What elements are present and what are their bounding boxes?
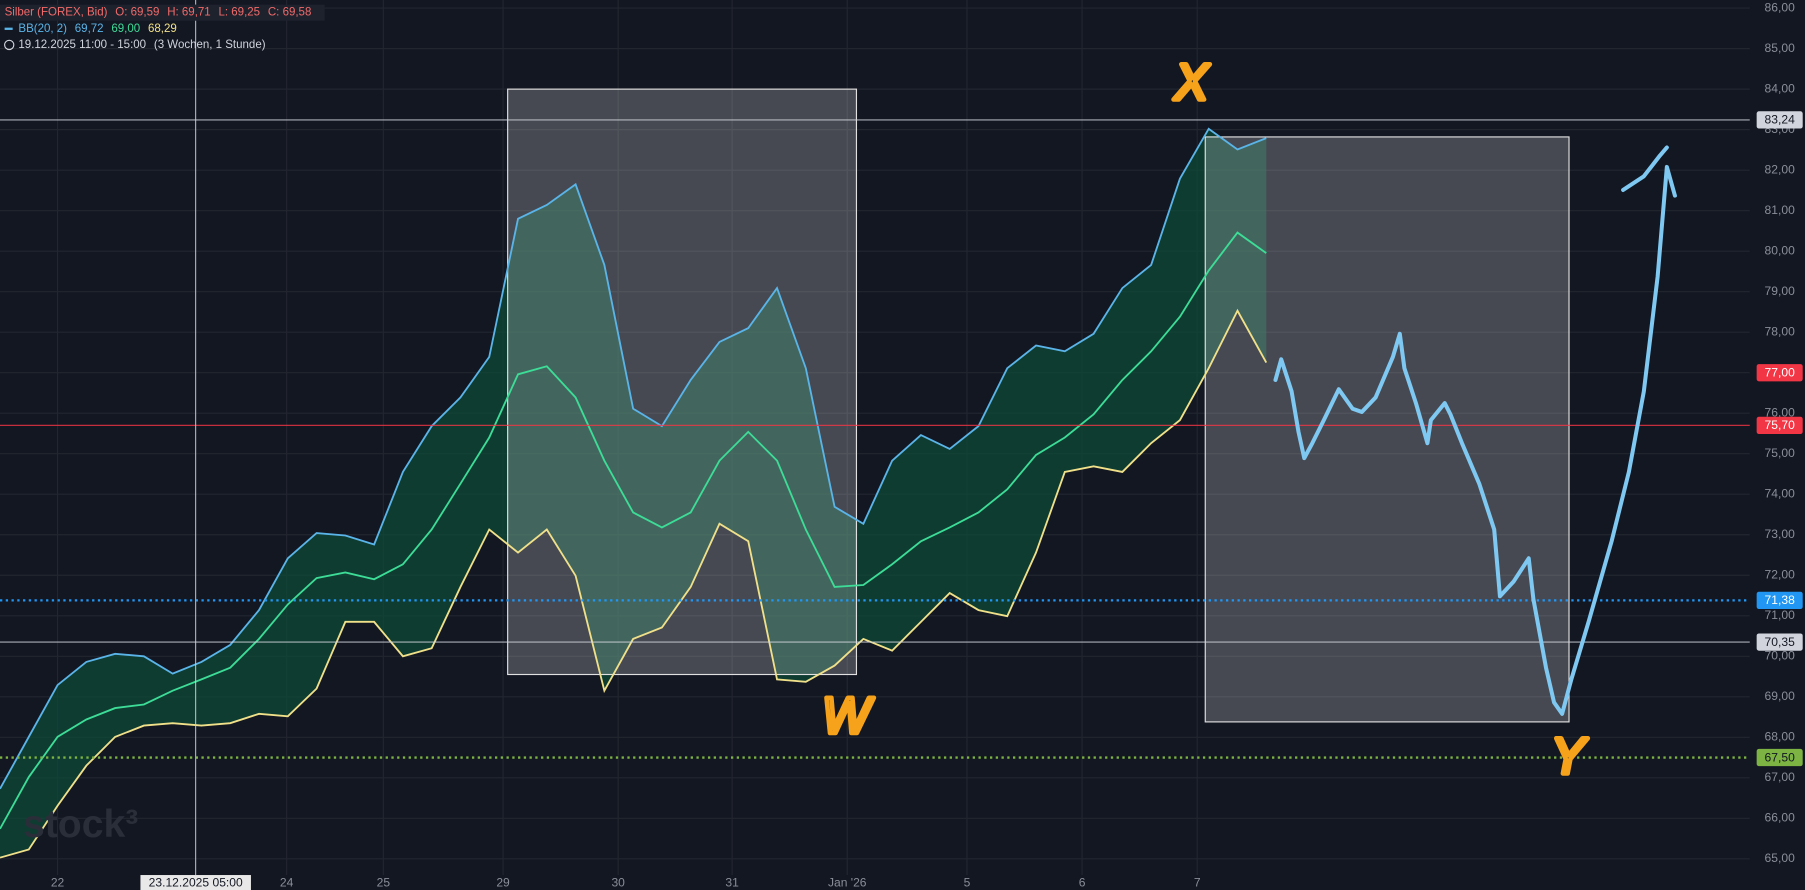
y-tick-label: 67,00 [1765, 770, 1796, 784]
range-note: (3 Wochen, 1 Stunde) [154, 39, 266, 51]
indicator-line: BB(20, 2) 69,72 69,00 68,29 [18, 23, 176, 35]
price-label: 71,38 [1765, 593, 1796, 607]
price-label: 70,35 [1765, 635, 1796, 649]
y-tick-label: 84,00 [1765, 81, 1796, 95]
range-line: 19.12.2025 11:00 - 15:00 (3 Wochen, 1 St… [18, 39, 265, 51]
price-label-box [1756, 364, 1803, 382]
x-tick-label: 25 [377, 875, 391, 889]
range: 19.12.2025 11:00 - 15:00 [18, 39, 146, 51]
wave-label: Y [1551, 727, 1588, 784]
y-tick-label: 65,00 [1765, 851, 1796, 865]
y-tick-label: 75,00 [1765, 446, 1796, 460]
ohlc: H: 69,71 [167, 7, 210, 19]
indicator-label: BB(20, 2) [18, 23, 67, 35]
price-label: 83,24 [1765, 113, 1796, 127]
y-tick-label: 73,00 [1765, 527, 1796, 541]
bollinger-line [0, 231, 1267, 830]
y-tick-label: 74,00 [1765, 486, 1796, 500]
indicator-value: 69,72 [75, 23, 104, 35]
y-tick-label: 86,00 [1765, 0, 1796, 14]
price-label-box [1756, 416, 1803, 434]
bollinger-line [0, 127, 1267, 790]
ohlc: C: 69,58 [268, 7, 311, 19]
y-tick-label: 76,00 [1765, 405, 1796, 419]
indicator-value: 69,00 [111, 23, 140, 35]
price-label: 67,50 [1765, 750, 1796, 764]
wave-label: W [822, 687, 874, 744]
crosshair-label: 23.12.2025 05:00 [149, 875, 243, 889]
price-label-box [1756, 591, 1803, 610]
y-tick-label: 85,00 [1765, 41, 1796, 55]
wave-label: X [1174, 54, 1211, 111]
price-label: 75,70 [1765, 418, 1796, 432]
y-tick-label: 68,00 [1765, 729, 1796, 743]
ohlc: O: 69,59 [115, 7, 159, 19]
x-tick-label: 6 [1079, 875, 1086, 889]
y-tick-label: 82,00 [1765, 162, 1796, 176]
price-label-box [1756, 633, 1803, 651]
x-tick-label: 22 [51, 875, 65, 889]
bollinger-line [0, 308, 1268, 859]
ohlc: L: 69,25 [219, 7, 261, 19]
crosshair-label-box [140, 875, 251, 890]
instrument: Silber (FOREX, Bid) [5, 7, 108, 19]
y-tick-label: 78,00 [1765, 324, 1796, 338]
watermark: stock³ [23, 803, 138, 846]
x-tick-label: 24 [280, 875, 294, 889]
y-tick-label: 79,00 [1765, 284, 1796, 298]
y-tick-label: 81,00 [1765, 203, 1796, 217]
x-tick-label: 30 [611, 875, 625, 889]
header-bg [0, 4, 325, 21]
x-tick-label: 7 [1194, 875, 1201, 889]
range-box [507, 88, 858, 676]
indicator-value: 68,29 [148, 23, 177, 35]
y-tick-label: 71,00 [1765, 608, 1796, 622]
x-tick-label: 31 [725, 875, 739, 889]
price-label-box [1756, 111, 1803, 129]
x-tick-label: 5 [964, 875, 971, 889]
y-tick-label: 70,00 [1765, 648, 1796, 662]
price-label: 77,00 [1765, 365, 1796, 379]
clock-icon [4, 39, 15, 51]
y-tick-label: 69,00 [1765, 689, 1796, 703]
band-fill [0, 128, 1267, 858]
y-tick-label: 80,00 [1765, 243, 1796, 257]
x-tick-label: Jan '26 [828, 875, 867, 889]
range-box [1204, 136, 1570, 723]
price-label-box [1756, 748, 1803, 767]
x-tick-label: 29 [496, 875, 510, 889]
projection-line [1273, 145, 1677, 716]
y-tick-label: 66,00 [1765, 811, 1796, 825]
header-line: Silber (FOREX, Bid) O: 69,59 H: 69,71 L:… [5, 7, 312, 19]
plot-area [0, 0, 1750, 876]
y-tick-label: 72,00 [1765, 567, 1796, 581]
